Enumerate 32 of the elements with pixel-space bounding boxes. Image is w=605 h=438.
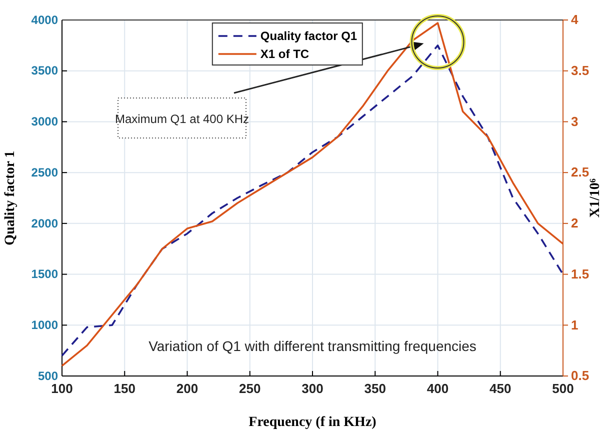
y2-tick-label: 0.5 — [571, 368, 590, 384]
y-tick-label: 3500 — [31, 64, 58, 78]
legend-label: Quality factor Q1 — [260, 29, 358, 43]
y-tick-label: 500 — [38, 368, 58, 383]
y2-tick-label: 1 — [571, 317, 578, 332]
annotation: Variation of Q1 with different transmitting frequencies — [148, 338, 476, 354]
y2-tick-label: 4 — [571, 12, 579, 28]
x-tick-label: 350 — [364, 381, 386, 396]
y2-tick-label: 3 — [571, 114, 578, 129]
x-tick-label: 500 — [552, 381, 574, 396]
x-tick-label: 250 — [239, 381, 261, 396]
x-tick-label: 150 — [114, 381, 136, 396]
y-axis-title: Quality factor 1 — [3, 150, 18, 246]
y-tick-label: 2000 — [31, 216, 58, 230]
y-tick-label: 1500 — [31, 267, 58, 282]
y2-tick-label: 1.5 — [571, 266, 590, 282]
y-tick-label: 1000 — [31, 318, 58, 332]
y-tick-label: 3000 — [31, 114, 58, 129]
legend-label: X1 of TC — [260, 47, 310, 61]
x-tick-label: 400 — [426, 381, 449, 396]
y2-axis-title: X1/10⁶ — [588, 178, 603, 218]
x-tick-label: 300 — [302, 381, 324, 396]
y-tick-label: 4000 — [31, 12, 58, 27]
x-tick-label: 450 — [490, 381, 512, 396]
y2-tick-label: 3.5 — [571, 63, 590, 78]
y2-tick-label: 2 — [571, 216, 578, 231]
y2-tick-label: 2.5 — [571, 164, 590, 180]
x-axis-title: Frequency (f in KHz) — [248, 415, 377, 430]
x-tick-label: 200 — [176, 381, 198, 396]
x-tick-label: 100 — [51, 381, 73, 396]
annotation: Maximum Q1 at 400 KHz — [114, 112, 250, 126]
y-tick-label: 2500 — [31, 165, 58, 180]
